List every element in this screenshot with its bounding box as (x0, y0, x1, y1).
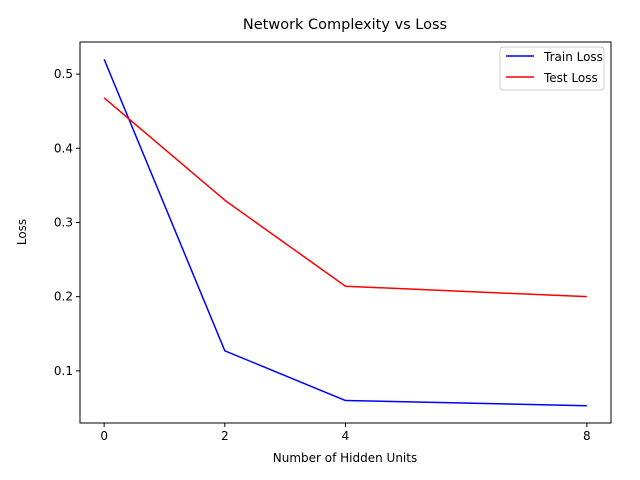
series-line-train-loss (103, 58, 587, 407)
x-tick-label: 0 (100, 429, 108, 443)
x-tick-label: 4 (342, 429, 350, 443)
x-axis-title: Number of Hidden Units (273, 451, 417, 465)
x-tick-label: 8 (583, 429, 591, 443)
series-layer (103, 58, 587, 407)
y-tick-label: 0.5 (54, 67, 73, 81)
series-line-test-loss (103, 97, 587, 298)
legend-label-test-loss: Test Loss (543, 71, 598, 85)
y-axis-ticks: 0.1 0.2 0.3 0.4 0.5 (54, 67, 80, 378)
y-tick-label: 0.1 (54, 364, 73, 378)
legend-frame (499, 46, 605, 91)
x-axis-ticks: 0 2 4 8 (100, 423, 591, 443)
y-tick-label: 0.3 (54, 215, 73, 229)
y-tick-label: 0.2 (54, 290, 73, 304)
legend-label-train-loss: Train Loss (543, 50, 603, 64)
chart-title: Network Complexity vs Loss (243, 17, 447, 33)
y-tick-label: 0.4 (54, 141, 73, 155)
legend: Train Loss Test Loss (499, 46, 605, 91)
y-axis-title: Loss (15, 219, 29, 245)
plot-area: 0 2 4 8 0.1 0.2 0.3 0.4 0.5 (54, 41, 612, 443)
x-tick-label: 2 (221, 429, 229, 443)
